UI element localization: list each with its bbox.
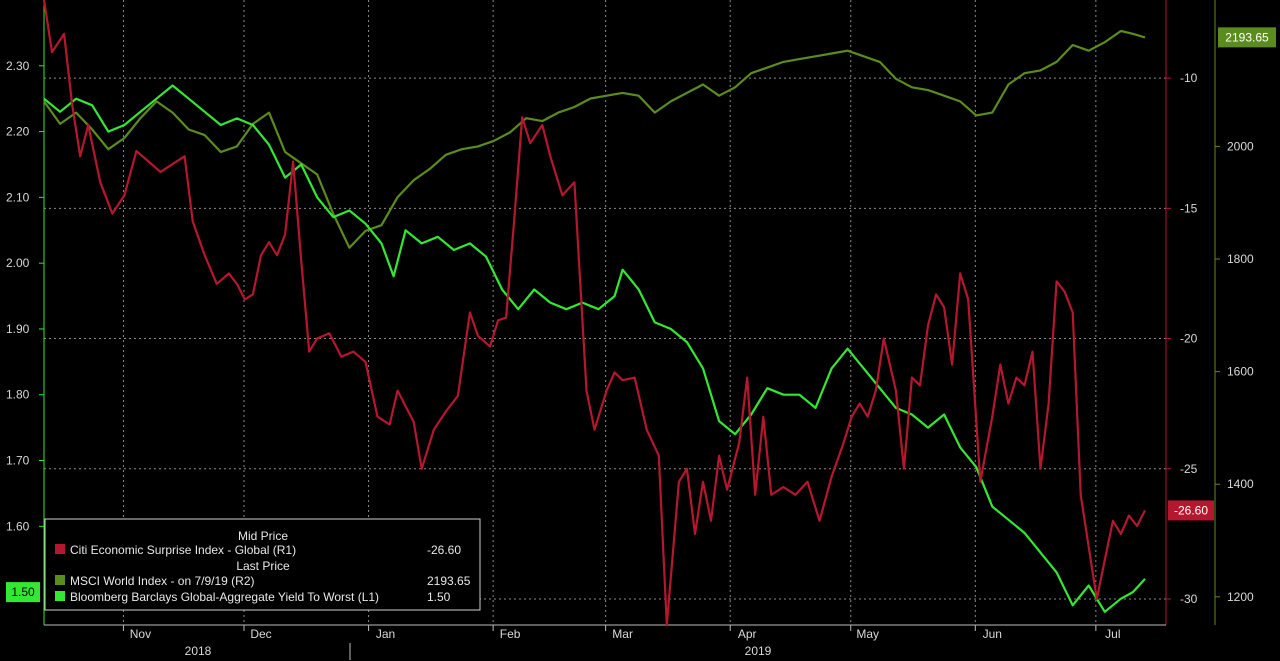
badge-box-yield (6, 582, 40, 603)
right2-tick-label: 1800 (1227, 252, 1254, 266)
badge-text-citi: -26.60 (1174, 503, 1208, 517)
legend: Mid Price Citi Economic Surprise Index -… (44, 518, 481, 611)
legend-header-last: Last Price (236, 559, 290, 573)
legend-value-msci: 2193.65 (427, 574, 471, 588)
left-tick-label: 1.80 (6, 388, 30, 402)
badge-box-msci (1218, 27, 1276, 48)
right2-tick-label: 1600 (1227, 365, 1254, 379)
badge-box-citi (1168, 500, 1214, 521)
legend-box (44, 518, 481, 611)
left-tick-label: 1.70 (6, 454, 30, 468)
x-month-label: Apr (738, 627, 757, 641)
last-value-badge-citi: -26.60 (1168, 500, 1214, 521)
right1-tick-label: -10 (1180, 71, 1198, 85)
last-value-badges: 1.50 -26.60 2193.65 (6, 27, 1276, 603)
right2-tick-label: 2000 (1227, 139, 1254, 153)
left-tick-label: 1.60 (6, 519, 30, 533)
left-tick-label: 2.30 (6, 59, 30, 73)
legend-swatch-yield (55, 591, 65, 601)
last-value-badge-msci: 2193.65 (1218, 27, 1276, 48)
legend-value-citi: -26.60 (427, 543, 461, 557)
x-month-label: Mar (612, 627, 633, 641)
x-month-label: Feb (500, 627, 521, 641)
x-month-label: Jan (376, 627, 395, 641)
badge-text-yield: 1.50 (11, 585, 35, 599)
x-month-label: Jun (983, 627, 1002, 641)
x-year-label: 2018 (185, 644, 212, 658)
series-line-citi (42, 0, 1146, 627)
left-tick-label: 2.00 (6, 256, 30, 270)
legend-header-mid: Mid Price (238, 529, 288, 543)
legend-swatch-citi (55, 544, 65, 554)
series-line-yield (43, 84, 1146, 613)
right1-tick-label: -15 (1180, 201, 1198, 215)
x-month-label: Dec (250, 627, 271, 641)
badge-text-msci: 2193.65 (1225, 30, 1269, 44)
x-month-label: Nov (130, 627, 151, 641)
legend-label-citi: Citi Economic Surprise Index - Global (R… (70, 543, 296, 557)
series-line-msci (43, 29, 1146, 249)
right2-axis-ticks: 2000 1800 1600 1400 1200 (1215, 139, 1254, 604)
last-value-badge-yield: 1.50 (6, 582, 40, 603)
x-month-label: Jul (1105, 627, 1120, 641)
x-month-label: May (856, 627, 879, 641)
right2-tick-label: 1400 (1227, 477, 1254, 491)
legend-label-yield: Bloomberg Barclays Global-Aggregate Yiel… (70, 590, 379, 604)
right2-tick-label: 1200 (1227, 590, 1254, 604)
left-tick-label: 2.10 (6, 190, 30, 204)
x-axis-month-labels: Nov Dec Jan Feb Mar Apr May Jun Jul (130, 627, 1121, 641)
legend-swatch-msci (55, 575, 65, 585)
right1-axis-ticks: -10 -15 -20 -25 -30 (1166, 71, 1198, 606)
x-year-label: 2019 (745, 644, 772, 658)
left-tick-label: 1.90 (6, 322, 30, 336)
left-tick-label: 2.20 (6, 125, 30, 139)
legend-value-yield: 1.50 (427, 590, 451, 604)
right1-tick-label: -20 (1180, 332, 1198, 346)
series-lines (42, 0, 1146, 627)
right1-tick-label: -25 (1180, 462, 1198, 476)
x-axis-year-labels: 2018 2019 (185, 644, 772, 658)
legend-label-msci: MSCI World Index - on 7/9/19 (R2) (70, 574, 255, 588)
right1-tick-label: -30 (1180, 592, 1198, 606)
left-axis-ticks: 2.30 2.20 2.10 2.00 1.90 1.80 1.70 1.60 (6, 59, 44, 533)
axes (43, 0, 1216, 660)
